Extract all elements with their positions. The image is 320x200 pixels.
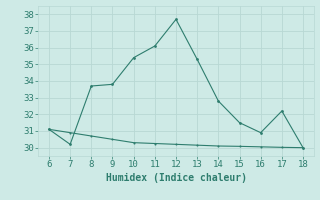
X-axis label: Humidex (Indice chaleur): Humidex (Indice chaleur) bbox=[106, 173, 246, 183]
